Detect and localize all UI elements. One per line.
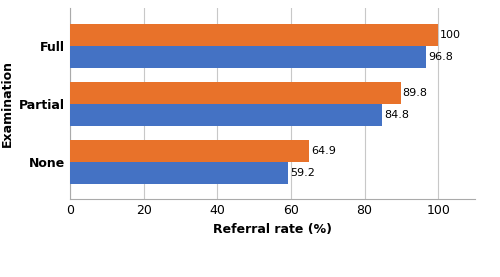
- Text: 96.8: 96.8: [428, 52, 453, 62]
- Bar: [70, 162, 288, 184]
- Bar: [70, 140, 309, 162]
- Bar: [70, 82, 400, 104]
- Text: 64.9: 64.9: [311, 146, 336, 156]
- Text: 84.8: 84.8: [384, 110, 409, 120]
- Bar: [70, 104, 382, 126]
- Text: 100: 100: [440, 30, 461, 40]
- Y-axis label: Examination: Examination: [0, 60, 14, 147]
- Bar: [70, 24, 438, 46]
- Bar: [70, 46, 426, 68]
- Text: 59.2: 59.2: [290, 168, 314, 178]
- X-axis label: Referral rate (%): Referral rate (%): [213, 223, 332, 236]
- Text: 89.8: 89.8: [402, 88, 427, 98]
